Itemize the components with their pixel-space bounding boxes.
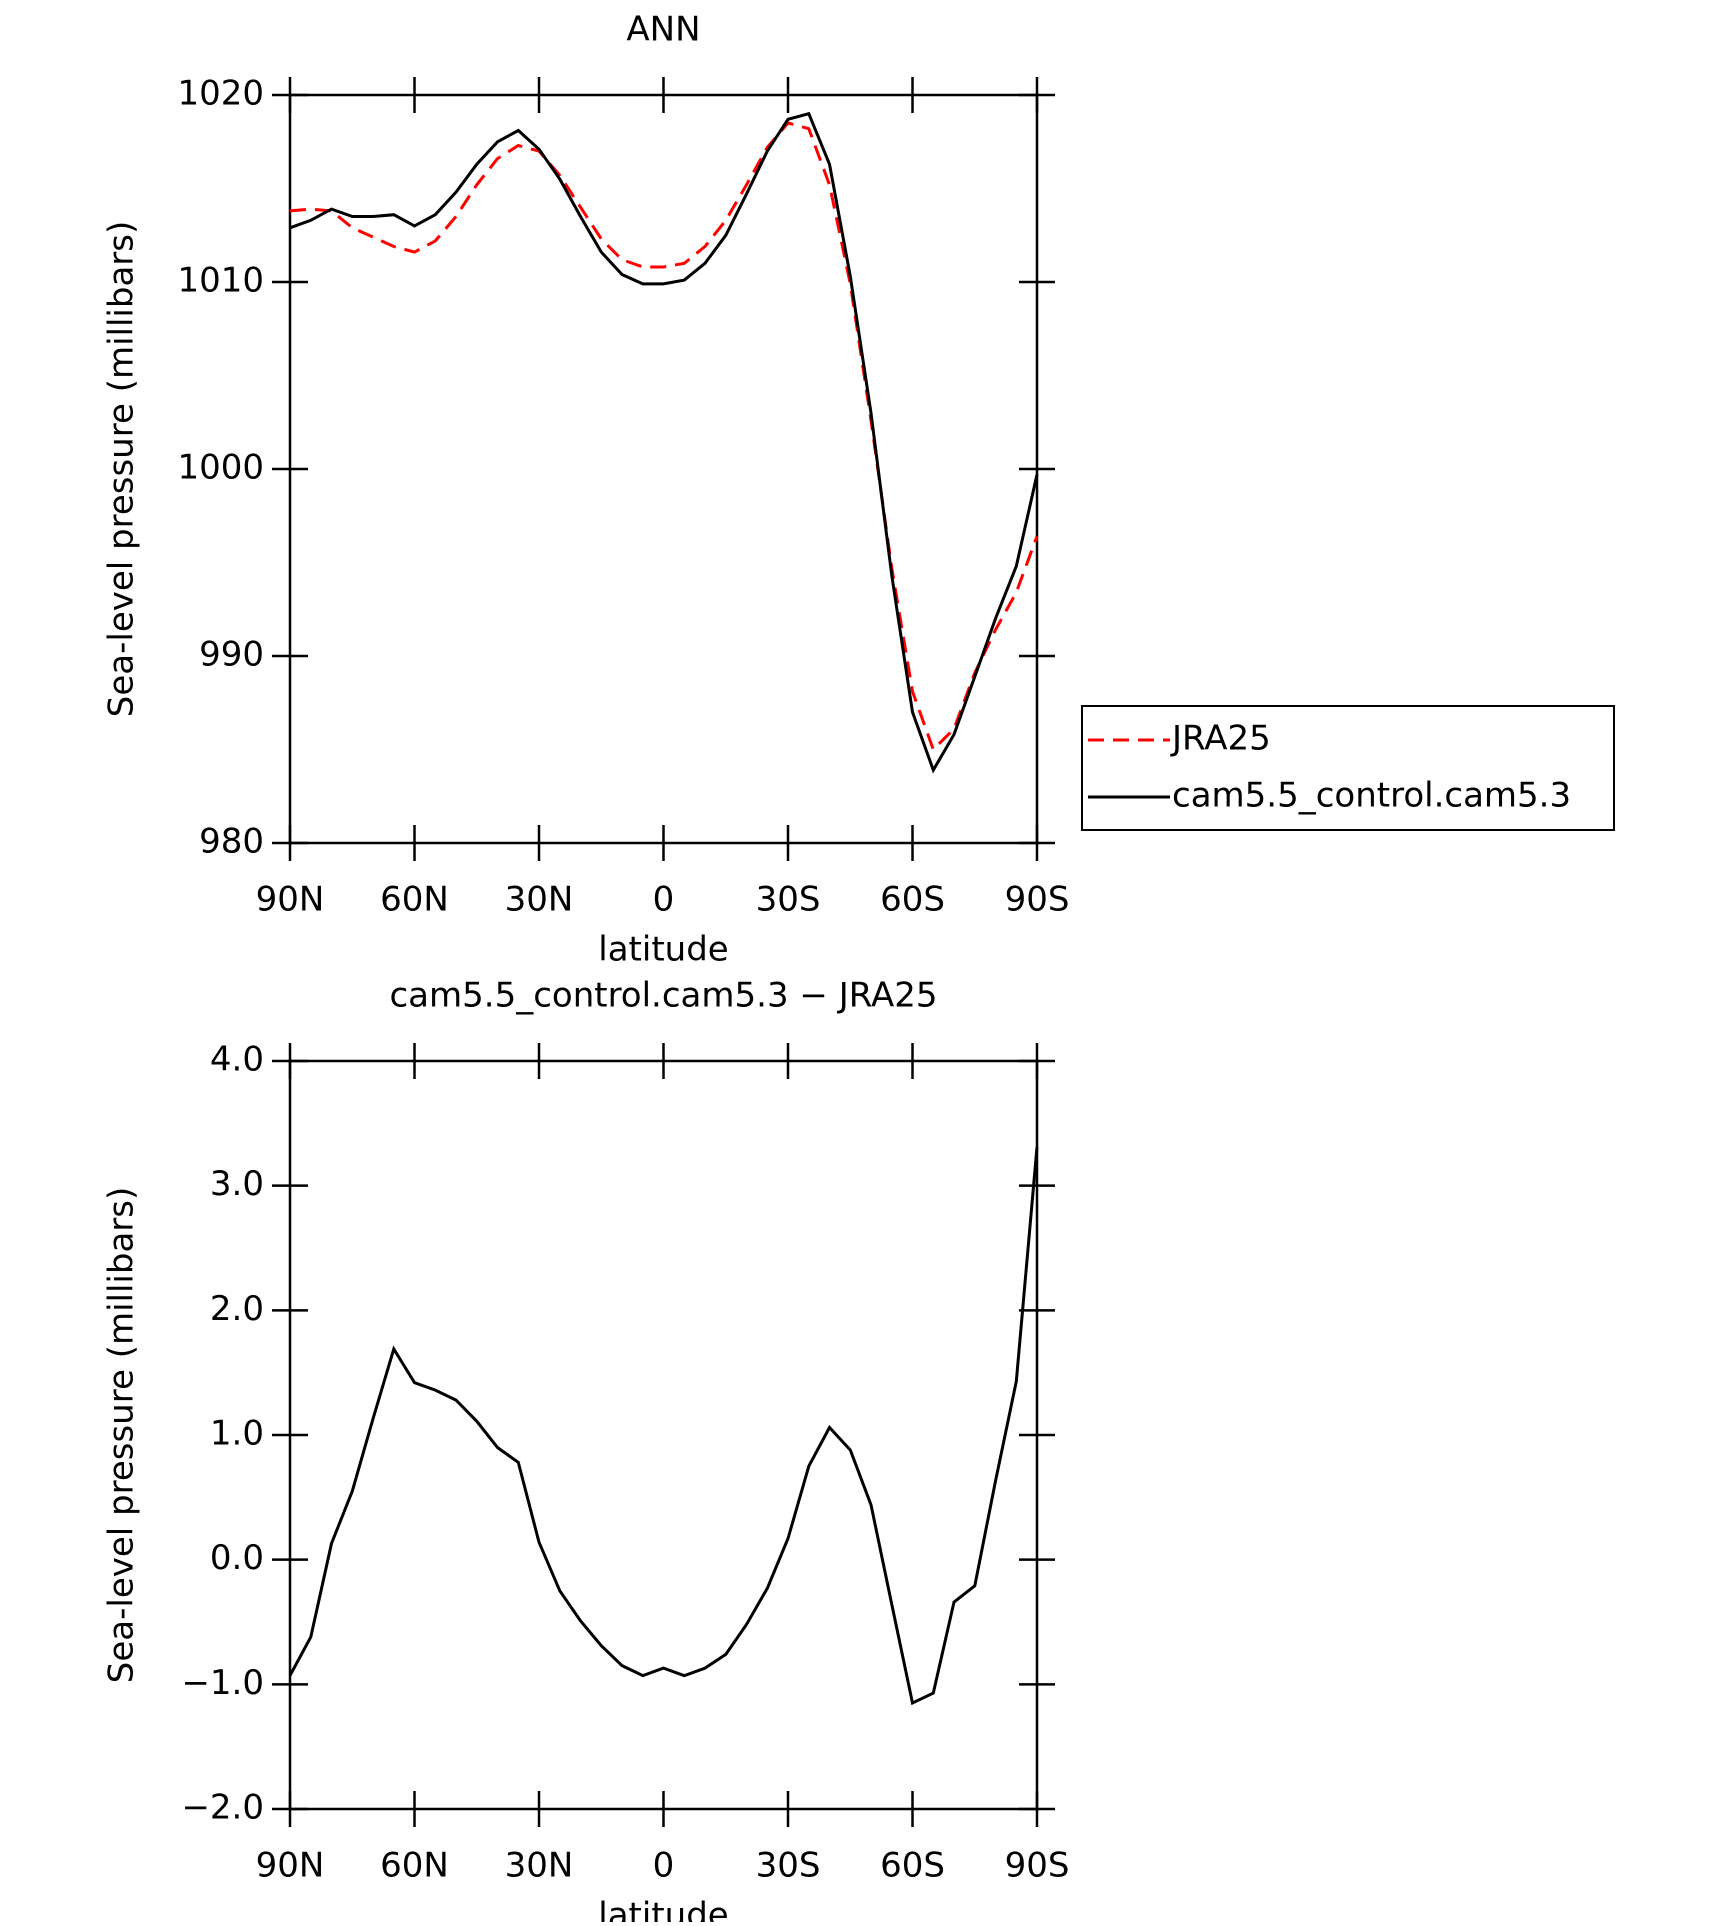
chart-title: ANN <box>626 10 700 50</box>
y-tick-label: 980 <box>199 822 264 862</box>
y-tick-label: 2.0 <box>210 1289 264 1329</box>
x-tick-label: 90N <box>256 1846 325 1886</box>
y-tick-label: 3.0 <box>210 1164 264 1204</box>
x-tick-label: 30N <box>505 880 574 920</box>
y-axis-label: Sea-level pressure (millibars) <box>102 221 142 717</box>
y-tick-label: 1010 <box>177 261 264 301</box>
x-axis-label: latitude <box>598 1896 728 1923</box>
x-tick-label: 90S <box>1005 1846 1070 1886</box>
x-tick-label: 30S <box>756 880 821 920</box>
x-tick-label: 60N <box>380 880 449 920</box>
data-line <box>289 111 1039 774</box>
y-tick-label: 1000 <box>177 448 264 488</box>
data-line <box>288 1146 1039 1706</box>
x-tick-label: 60S <box>880 880 945 920</box>
chart-title: cam5.5_control.cam5.3 − JRA25 <box>389 976 937 1016</box>
x-axis-label: latitude <box>598 930 728 970</box>
x-tick-label: 60S <box>880 1846 945 1886</box>
plot-frame <box>288 93 1039 845</box>
x-tick-label: 90N <box>256 880 325 920</box>
y-tick-label: 1020 <box>177 74 264 114</box>
x-tick-label: 30N <box>505 1846 574 1886</box>
y-tick-label: −2.0 <box>181 1788 264 1828</box>
legend-label: cam5.5_control.cam5.3 <box>1172 776 1571 816</box>
y-tick-label: 990 <box>199 635 264 675</box>
x-tick-label: 30S <box>756 1846 821 1886</box>
y-tick-label: 1.0 <box>210 1414 264 1454</box>
legend-box <box>1081 705 1615 831</box>
y-tick-label: 4.0 <box>210 1040 264 1080</box>
legend-label: JRA25 <box>1170 719 1271 759</box>
x-tick-label: 90S <box>1005 880 1070 920</box>
y-axis-label: Sea-level pressure (millibars) <box>102 1187 142 1683</box>
x-tick-label: 60N <box>380 1846 449 1886</box>
x-tick-label: 0 <box>653 880 675 920</box>
y-tick-label: −1.0 <box>181 1663 264 1703</box>
data-line <box>289 121 1039 753</box>
y-tick-label: 0.0 <box>210 1538 264 1578</box>
x-tick-label: 0 <box>653 1846 675 1886</box>
